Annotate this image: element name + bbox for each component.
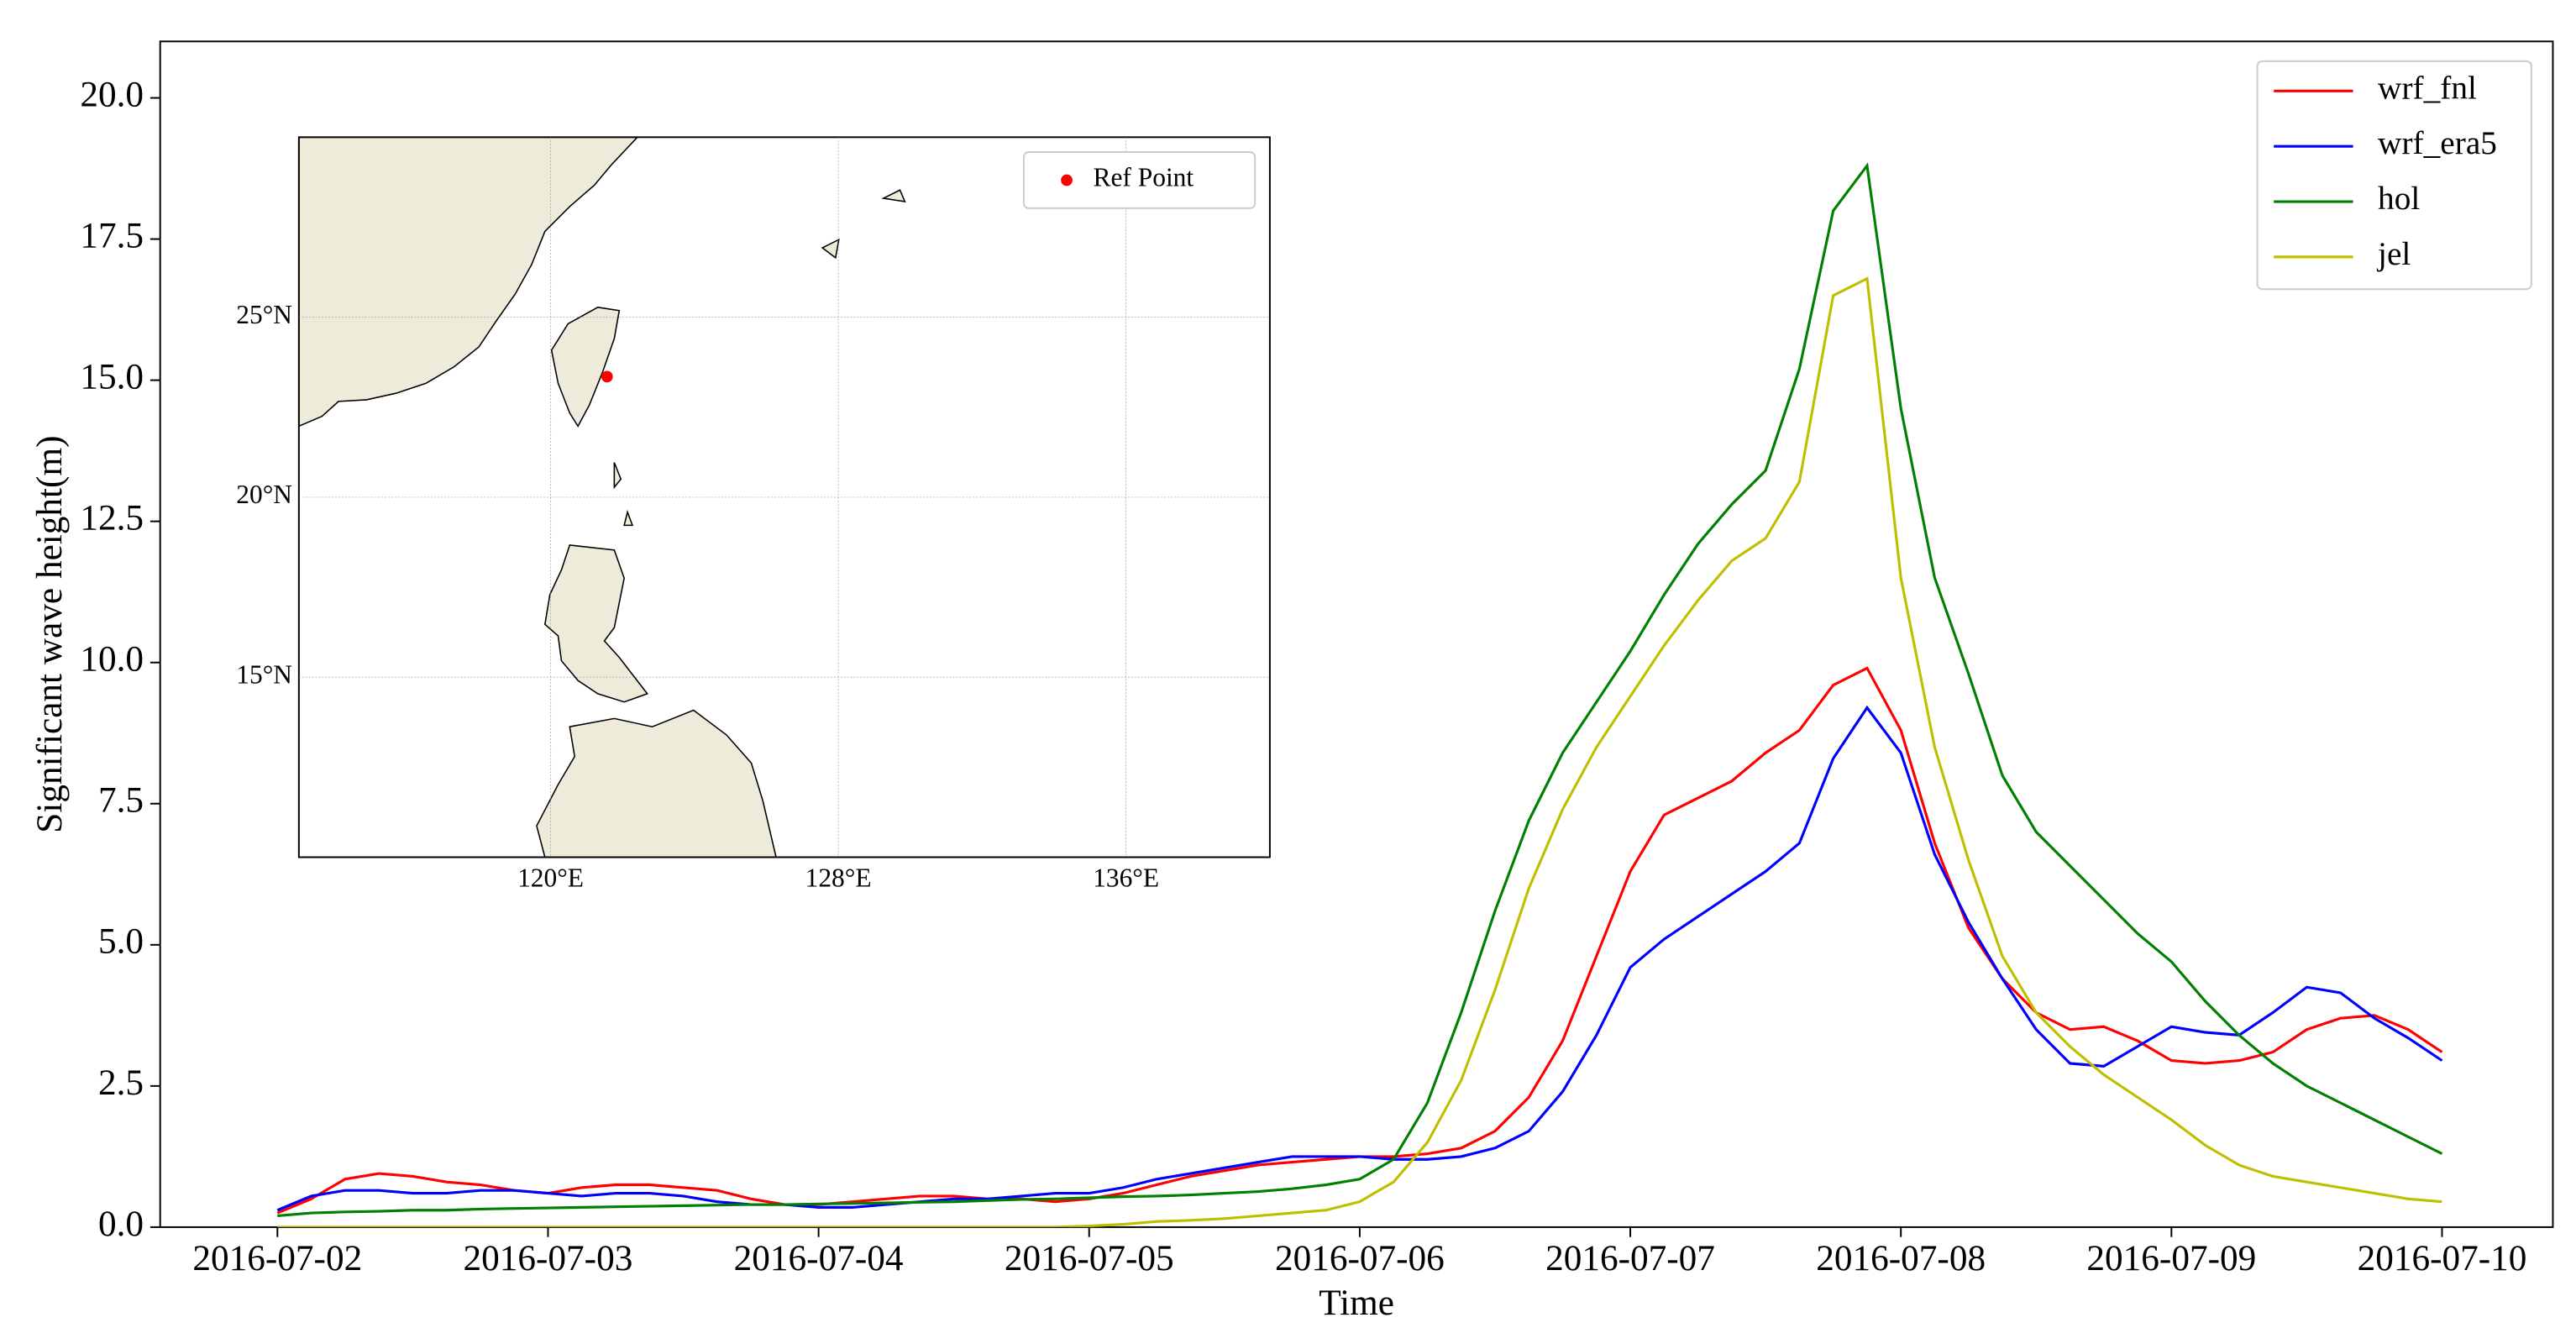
legend-swatch	[1061, 174, 1073, 186]
legend-label: hol	[2378, 180, 2420, 217]
x-tick-label: 2016-07-10	[2358, 1238, 2527, 1278]
y-tick-label: 12.5	[80, 498, 144, 538]
luzon	[543, 544, 648, 703]
inset-map: 120°E 128°E 136°E 15°N 20°N 25°N Ref Point	[236, 136, 1271, 892]
y-tick-label: 15.0	[80, 357, 144, 397]
main-plot: 0.0 2.5 5.0 7.5 10.0 12.5 15.0 17.5 20.0 2016-07-…	[29, 40, 2554, 1323]
y-tick-label: 10.0	[80, 639, 144, 680]
x-tick-label: 2016-07-02	[192, 1238, 362, 1278]
legend-label: Ref Point	[1094, 163, 1194, 192]
x-tick-label: 128°E	[805, 863, 872, 892]
legend-label: wrf_fnl	[2378, 69, 2477, 106]
y-tick-label: 15°N	[236, 659, 292, 689]
islands	[613, 189, 906, 527]
y-tick-label: 0.0	[98, 1204, 144, 1244]
y-tick-label: 17.5	[80, 215, 144, 255]
series-lines	[276, 162, 2443, 1227]
x-tick-label: 2016-07-04	[734, 1238, 904, 1278]
y-tick-label: 20°N	[236, 480, 292, 509]
y-tick-label: 2.5	[98, 1063, 144, 1103]
x-tick-label: 120°E	[517, 863, 584, 892]
taiwan	[550, 307, 621, 428]
x-tick-label: 2016-07-03	[464, 1238, 633, 1278]
x-axis-label: Time	[1319, 1283, 1394, 1323]
legend-box	[1022, 151, 1257, 209]
land	[298, 137, 906, 858]
y-tick-label: 20.0	[80, 74, 144, 114]
y-tick-label: 7.5	[98, 780, 144, 821]
x-tick-label: 2016-07-09	[2086, 1238, 2256, 1278]
x-tick-label: 136°E	[1093, 863, 1159, 892]
series-line	[277, 276, 2442, 1227]
ref-point	[601, 370, 613, 383]
x-tick-label: 2016-07-05	[1005, 1238, 1174, 1278]
mainland	[298, 137, 638, 428]
y-tick-label: 25°N	[236, 300, 292, 329]
legend-label: wrf_era5	[2378, 124, 2497, 161]
legend-label: jel	[2376, 235, 2411, 272]
x-tick-label: 2016-07-06	[1275, 1238, 1445, 1278]
visayas-mindanao	[536, 709, 777, 858]
series-line	[277, 162, 2443, 1218]
x-tick-label: 2016-07-07	[1545, 1238, 1715, 1278]
x-tick-label: 2016-07-08	[1816, 1238, 1986, 1278]
legend-box	[2256, 60, 2532, 291]
plot-frame	[159, 40, 2554, 1228]
y-axis-label: Significant wave height(m)	[29, 436, 70, 833]
series-line	[276, 705, 2443, 1212]
y-tick-label: 5.0	[98, 921, 144, 962]
